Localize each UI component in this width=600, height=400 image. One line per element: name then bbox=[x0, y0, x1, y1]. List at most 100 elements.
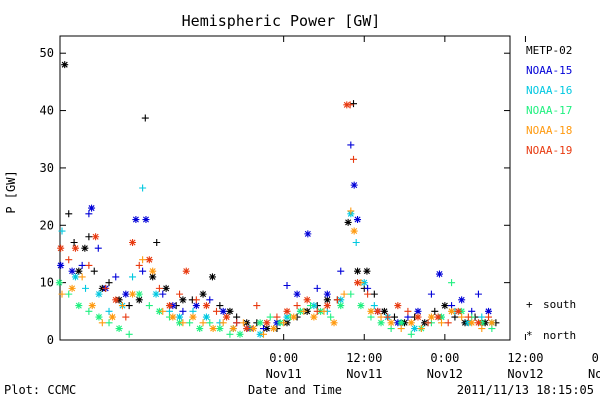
south-marker bbox=[417, 325, 425, 333]
south-marker bbox=[397, 325, 405, 333]
x-tick-time-label: 0:00 bbox=[269, 351, 298, 365]
south-marker bbox=[320, 307, 328, 315]
south-marker bbox=[346, 101, 354, 109]
south-marker bbox=[377, 313, 385, 321]
north-marker bbox=[55, 279, 63, 287]
south-marker bbox=[478, 325, 486, 333]
north-marker bbox=[196, 325, 204, 333]
north-marker bbox=[75, 267, 83, 275]
south-marker bbox=[85, 210, 93, 218]
south-marker bbox=[458, 313, 466, 321]
north-marker bbox=[458, 296, 466, 304]
south-marker bbox=[370, 290, 378, 298]
north-marker bbox=[263, 319, 271, 327]
north-marker bbox=[303, 296, 311, 304]
legend-item: NOAA-16 bbox=[526, 84, 572, 97]
north-marker bbox=[209, 325, 217, 333]
south-marker bbox=[444, 319, 452, 327]
north-marker bbox=[132, 216, 140, 224]
legend-symbol: + bbox=[526, 298, 533, 311]
south-marker bbox=[206, 319, 214, 327]
north-marker bbox=[145, 256, 153, 264]
north-marker bbox=[88, 302, 96, 310]
south-marker bbox=[293, 302, 301, 310]
series-noaa-19 bbox=[57, 101, 493, 333]
south-marker bbox=[390, 313, 398, 321]
south-marker bbox=[78, 273, 86, 281]
south-marker bbox=[176, 290, 184, 298]
y-tick-label: 0 bbox=[47, 333, 54, 347]
south-marker bbox=[347, 141, 355, 149]
north-marker bbox=[71, 273, 79, 281]
north-marker bbox=[350, 227, 358, 235]
north-marker bbox=[323, 290, 331, 298]
north-marker bbox=[354, 216, 362, 224]
south-marker bbox=[139, 256, 147, 264]
south-marker bbox=[239, 319, 247, 327]
south-marker bbox=[404, 307, 412, 315]
south-marker bbox=[78, 261, 86, 269]
north-marker bbox=[454, 307, 462, 315]
north-marker bbox=[394, 302, 402, 310]
north-marker bbox=[448, 307, 456, 315]
south-marker bbox=[253, 302, 261, 310]
south-marker bbox=[307, 302, 315, 310]
north-marker bbox=[330, 319, 338, 327]
x-tick-time-label: 0:00 bbox=[430, 351, 459, 365]
north-marker bbox=[434, 313, 442, 321]
south-marker bbox=[179, 307, 187, 315]
legend-item: METP-02 bbox=[526, 44, 572, 57]
y-tick-label: 40 bbox=[40, 104, 54, 118]
north-marker bbox=[182, 267, 190, 275]
north-marker bbox=[61, 61, 69, 69]
south-marker bbox=[273, 313, 281, 321]
north-marker bbox=[427, 313, 435, 321]
north-marker bbox=[162, 284, 170, 292]
x-tick-date-label: Nov11 bbox=[346, 367, 382, 381]
south-marker bbox=[313, 307, 321, 315]
south-marker bbox=[283, 282, 291, 290]
south-marker bbox=[85, 307, 93, 315]
north-marker bbox=[283, 307, 291, 315]
south-marker bbox=[90, 267, 98, 275]
south-marker bbox=[216, 302, 224, 310]
north-marker bbox=[310, 313, 318, 321]
chart-title: Hemispheric Power [GW] bbox=[182, 12, 381, 30]
south-marker bbox=[300, 307, 308, 315]
north-marker bbox=[236, 330, 244, 338]
north-marker bbox=[135, 290, 143, 298]
north-marker bbox=[290, 313, 298, 321]
south-marker bbox=[125, 330, 133, 338]
plot-timestamp: 2011/11/13 18:15:05 bbox=[457, 383, 594, 397]
south-marker bbox=[464, 313, 472, 321]
plot-frame bbox=[59, 35, 511, 341]
north-marker bbox=[142, 216, 150, 224]
y-tick-label: 10 bbox=[40, 276, 54, 290]
north-marker bbox=[304, 230, 312, 238]
north-marker bbox=[374, 307, 382, 315]
south-marker bbox=[85, 261, 93, 269]
north-marker bbox=[344, 218, 352, 226]
south-marker bbox=[122, 313, 130, 321]
south-marker bbox=[186, 319, 194, 327]
south-marker bbox=[352, 238, 360, 246]
north-marker bbox=[57, 244, 65, 252]
legend-symbol: * bbox=[526, 329, 533, 342]
north-marker bbox=[95, 290, 103, 298]
north-marker bbox=[108, 313, 116, 321]
south-marker bbox=[58, 227, 66, 235]
north-marker bbox=[202, 313, 210, 321]
south-marker bbox=[313, 284, 321, 292]
south-marker bbox=[94, 244, 102, 252]
south-marker bbox=[179, 319, 187, 327]
south-marker bbox=[129, 273, 137, 281]
north-marker bbox=[226, 307, 234, 315]
north-marker bbox=[216, 325, 224, 333]
south-marker bbox=[427, 290, 435, 298]
south-marker bbox=[327, 313, 335, 321]
north-marker bbox=[202, 302, 210, 310]
south-marker bbox=[424, 319, 432, 327]
south-marker bbox=[337, 267, 345, 275]
south-marker bbox=[280, 319, 288, 327]
south-marker bbox=[206, 296, 214, 304]
